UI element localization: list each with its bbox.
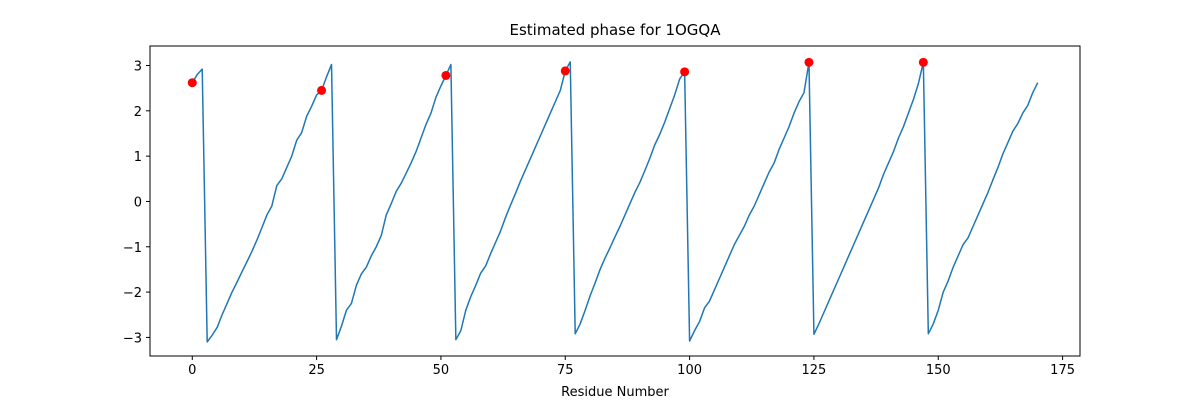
x-tick-label: 100	[677, 363, 702, 378]
y-tick-label: 0	[134, 195, 142, 210]
data-point	[560, 66, 570, 76]
y-tick-label: −2	[123, 286, 142, 301]
data-point	[918, 57, 928, 67]
y-tick-label: 1	[134, 150, 142, 165]
x-tick-label: 175	[1050, 363, 1075, 378]
x-tick-label: 125	[802, 363, 827, 378]
x-tick-label: 50	[433, 363, 450, 378]
x-axis-label: Residue Number	[561, 385, 669, 400]
x-tick-label: 0	[188, 363, 196, 378]
x-tick-label: 75	[557, 363, 574, 378]
plot-frame	[149, 45, 1081, 357]
y-tick-label: −1	[123, 241, 142, 256]
data-line	[191, 61, 1039, 343]
y-tick-label: 3	[134, 59, 142, 74]
data-point	[680, 67, 690, 77]
data-point	[804, 57, 814, 67]
y-tick-label: 2	[134, 105, 142, 120]
chart-title: Estimated phase for 1OGQA	[509, 21, 721, 39]
y-tick-label: −3	[123, 331, 142, 346]
x-tick-label: 25	[308, 363, 325, 378]
x-tick-label: 150	[926, 363, 951, 378]
data-point	[441, 70, 451, 80]
data-point	[187, 78, 197, 88]
data-point	[317, 85, 327, 95]
